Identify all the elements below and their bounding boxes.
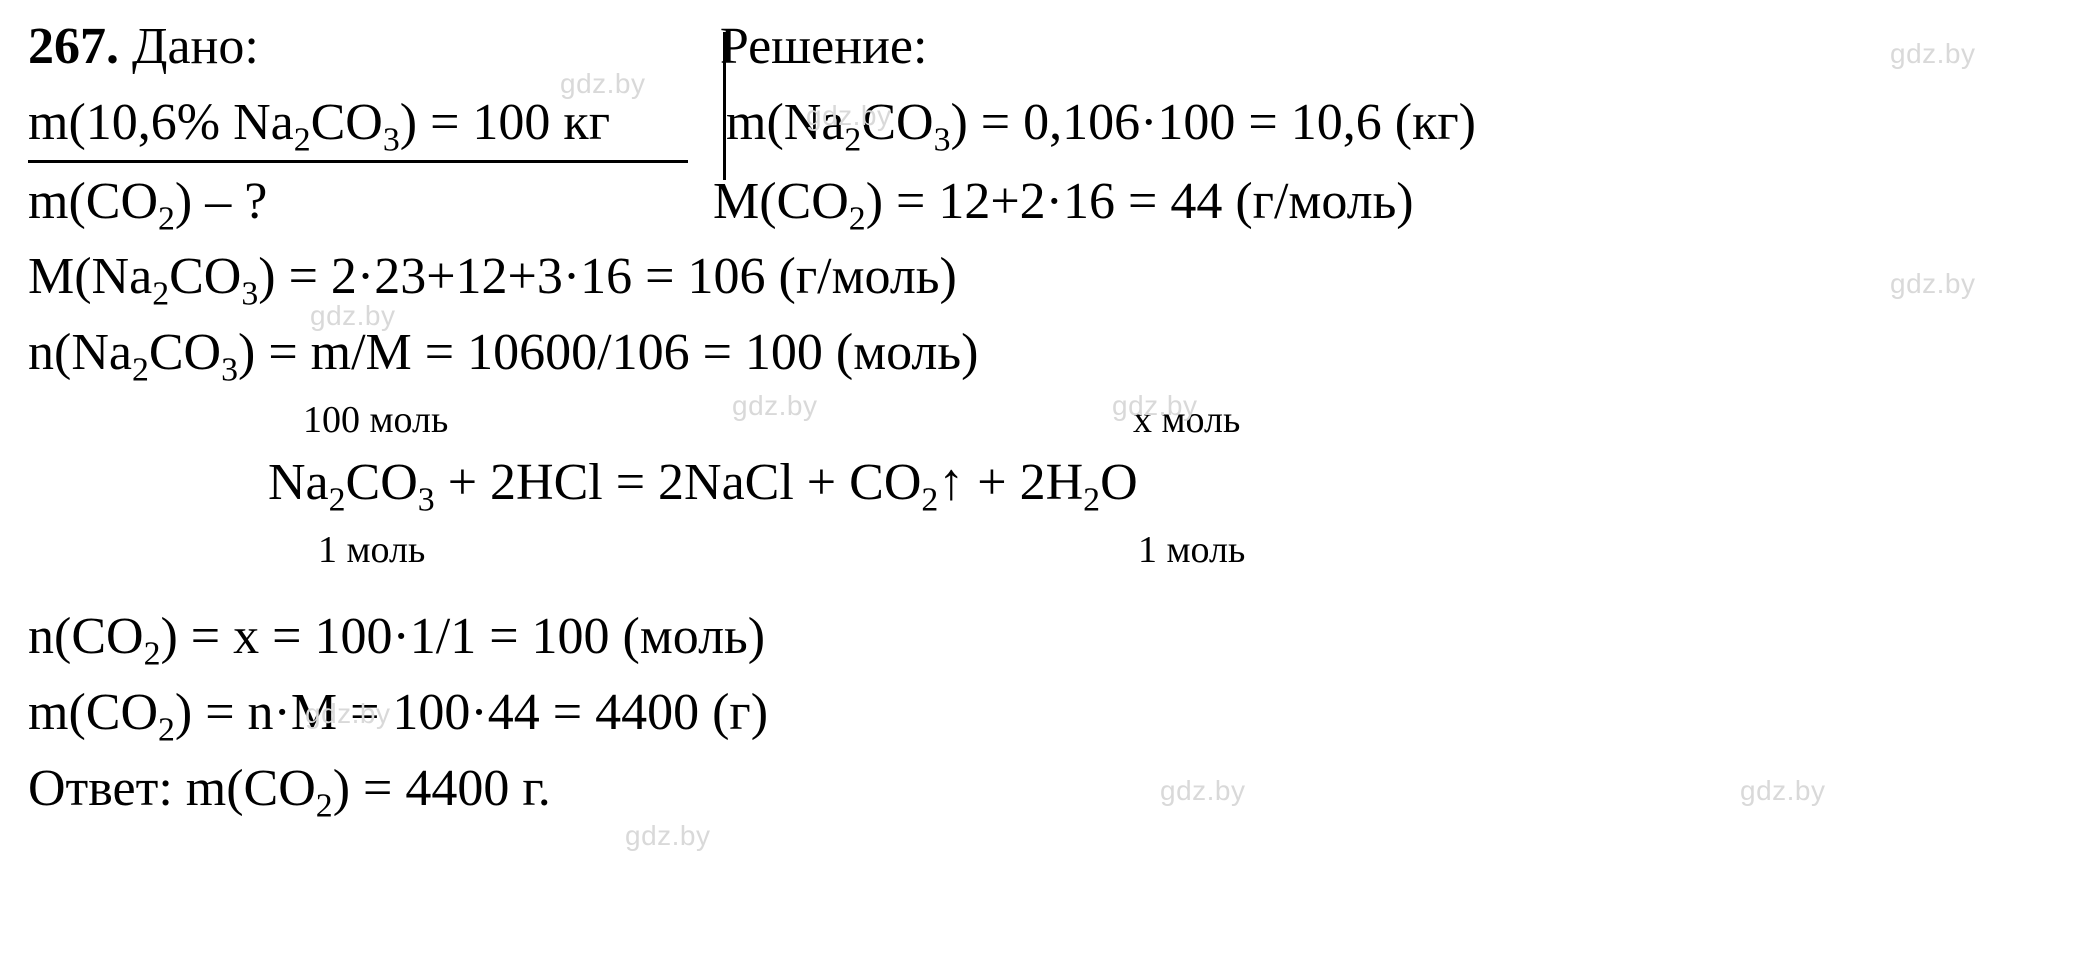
problem-number: 267. [28, 18, 119, 75]
equation-main: Na2CO3 + 2HCl = 2NaCl + CO2↑ + 2H2O [268, 446, 1138, 520]
eq-ann-bot-right: 1 моль [1138, 524, 1245, 578]
given-mass-line: m(10,6% Na2CO3) = 100 кг [28, 86, 688, 163]
row-3: m(CO2) – ? M(CO2) = 12+2·16 = 44 (г/моль… [28, 165, 2048, 239]
eq-ann-top-left: 100 моль [303, 394, 448, 448]
row-answer: Ответ: m(CO2) = 4400 г. [28, 752, 2048, 826]
eq-ann-top-right: х моль [1133, 394, 1240, 448]
solution-body: 267. Дано: Решение: m(10,6% Na2CO3) = 10… [28, 10, 2048, 828]
sol-molar-na2co3: M(Na2CO3) = 2·23+12+3·16 = 106 (г/моль) [28, 248, 957, 305]
sol-moles-co2: n(CO2) = x = 100·1/1 = 100 (моль) [28, 608, 765, 665]
vertical-divider [723, 32, 726, 180]
row-6: n(CO2) = x = 100·1/1 = 100 (моль) [28, 600, 2048, 674]
equation-block: 100 моль х моль Na2CO3 + 2HCl = 2NaCl + … [28, 394, 2048, 594]
sol-mass-na2co3: m(Na2CO3) = 0,106·100 = 10,6 (кг) [726, 94, 1476, 151]
sol-mass-co2: m(CO2) = n·M = 100·44 = 4400 (г) [28, 684, 768, 741]
sol-molar-co2: M(CO2) = 12+2·16 = 44 (г/моль) [713, 173, 1414, 230]
row-7: m(CO2) = n·M = 100·44 = 4400 (г) [28, 676, 2048, 750]
row-2: m(10,6% Na2CO3) = 100 кг m(Na2CO3) = 0,1… [28, 86, 2048, 163]
row-header: 267. Дано: Решение: [28, 10, 2048, 84]
row-5: n(Na2CO3) = m/M = 10600/106 = 100 (моль) [28, 316, 2048, 390]
given-label: Дано: [132, 18, 259, 75]
find-line: m(CO2) – ? [28, 165, 700, 239]
row-4: M(Na2CO3) = 2·23+12+3·16 = 106 (г/моль) [28, 240, 2048, 314]
answer: Ответ: m(CO2) = 4400 г. [28, 760, 551, 817]
solution-label: Решение: [720, 18, 928, 75]
eq-ann-bot-left: 1 моль [318, 524, 425, 578]
sol-moles-na2co3: n(Na2CO3) = m/M = 10600/106 = 100 (моль) [28, 324, 978, 381]
